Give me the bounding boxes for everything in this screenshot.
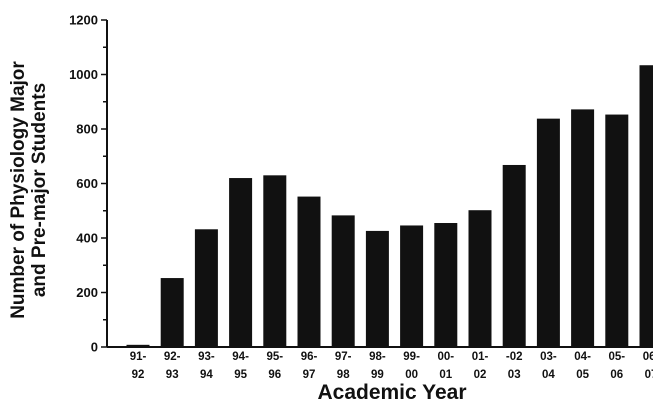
bar: [365, 230, 389, 347]
y-axis-title: Number of Physiology Major and Pre-major…: [8, 61, 50, 319]
bar: [297, 196, 321, 347]
bar: [502, 164, 526, 347]
x-tick-label: 93-: [198, 351, 215, 363]
bar: [468, 210, 492, 347]
x-tick-label: 99-: [403, 351, 420, 363]
bar: [434, 223, 458, 347]
x-tick-label: 00-: [437, 351, 454, 363]
x-tick-label: 07: [645, 369, 653, 381]
y-tick-label: 1000: [69, 67, 98, 82]
x-tick-label: 05-: [608, 351, 625, 363]
x-tick-label: 92: [132, 369, 145, 381]
bar: [400, 225, 424, 347]
x-tick-label: 95: [234, 369, 247, 381]
bar: [639, 65, 653, 348]
bar: [571, 109, 595, 347]
bar: [331, 215, 355, 347]
x-tick-label: 96: [268, 369, 281, 381]
x-tick-label: 94-: [232, 351, 249, 363]
x-tick-label: 97: [303, 369, 316, 381]
x-tick-label: 04: [542, 369, 555, 381]
bar: [536, 118, 560, 348]
bars: [126, 65, 653, 348]
bar: [229, 178, 253, 347]
x-tick-label: 94: [200, 369, 213, 381]
x-tick-label: 98-: [369, 351, 386, 363]
y-tick-label: 0: [91, 340, 98, 355]
bar: [263, 175, 287, 347]
x-tick-label: 95-: [266, 351, 283, 363]
bar: [160, 278, 184, 347]
y-tick-label: 400: [76, 231, 98, 246]
x-tick-label: 91-: [130, 351, 147, 363]
y-tick-label: 1200: [69, 13, 98, 28]
x-tick-label: 06-: [643, 351, 653, 363]
x-tick-labels: 91- 92 92- 93 93- 94 94- 95 95- 96 96- 97 97- 98 98- 99…: [130, 351, 653, 381]
y-ticks: 0 200 400 600 800 1000 1200: [69, 13, 107, 355]
bar: [126, 344, 150, 347]
x-tick-label: 05: [576, 369, 589, 381]
x-tick-label: 96-: [301, 351, 318, 363]
bar: [605, 114, 629, 348]
bar: [194, 229, 218, 347]
x-tick-label: 03-: [540, 351, 557, 363]
x-tick-label: -02: [506, 351, 523, 363]
y-axis-title-line1: Number of Physiology Major: [8, 61, 29, 319]
x-tick-label: 92-: [164, 351, 181, 363]
y-tick-label: 800: [76, 122, 98, 137]
y-tick-label: 200: [76, 285, 98, 300]
y-tick-label: 600: [76, 176, 98, 191]
x-tick-label: 06: [610, 369, 623, 381]
x-tick-label: 97-: [335, 351, 352, 363]
x-tick-label: 98: [337, 369, 350, 381]
x-tick-label: 04-: [574, 351, 591, 363]
x-tick-label: 01-: [472, 351, 489, 363]
x-tick-label: 99: [371, 369, 384, 381]
y-axis-title-line2: and Pre-major Students: [29, 83, 50, 297]
x-tick-label: 00: [405, 369, 418, 381]
x-tick-label: 03: [508, 369, 521, 381]
x-axis-title: Academic Year: [317, 381, 466, 404]
x-tick-label: 01: [439, 369, 452, 381]
x-tick-label: 02: [474, 369, 487, 381]
x-tick-label: 93: [166, 369, 179, 381]
